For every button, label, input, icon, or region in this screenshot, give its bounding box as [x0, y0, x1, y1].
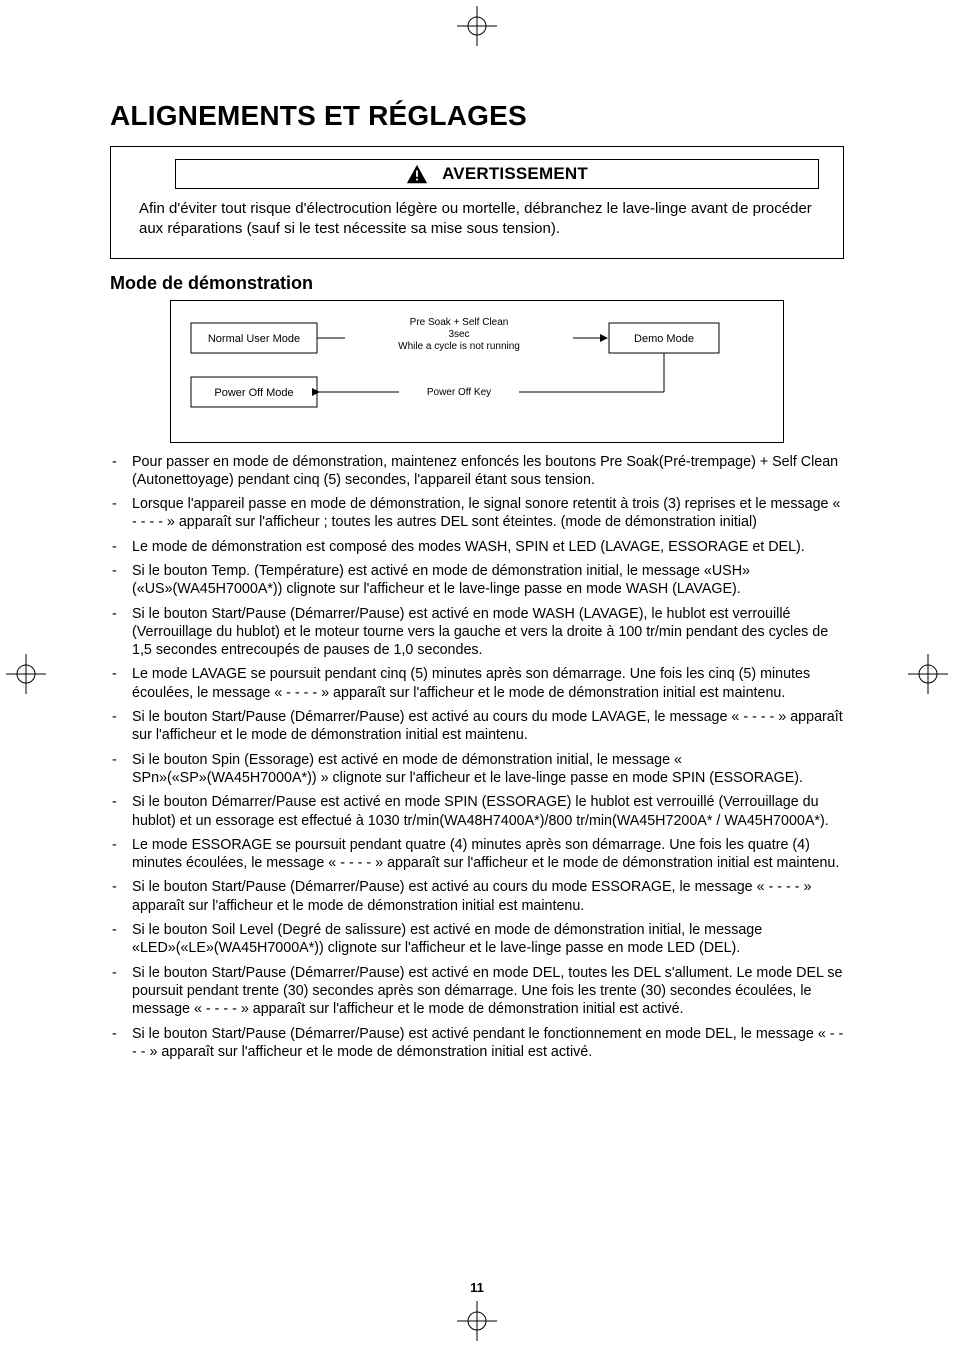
list-item: Le mode LAVAGE se poursuit pendant cinq … — [110, 665, 844, 702]
diagram-box-user-mode: Normal User Mode — [208, 333, 300, 345]
list-item: Si le bouton Soil Level (Degré de saliss… — [110, 921, 844, 958]
page: ALIGNEMENTS ET RÉGLAGES AVERTISSEMENT Af… — [0, 0, 954, 1347]
registration-mark-left — [6, 654, 46, 694]
list-item: Si le bouton Start/Pause (Démarrer/Pause… — [110, 878, 844, 915]
demo-mode-diagram: Normal User Mode Demo Mode Pre Soak + Se… — [170, 300, 784, 443]
diagram-arrow2-label: Power Off Key — [427, 387, 491, 398]
flow-diagram-svg: Normal User Mode Demo Mode Pre Soak + Se… — [189, 313, 729, 425]
list-item: Pour passer en mode de démonstration, ma… — [110, 453, 844, 490]
warning-triangle-icon — [406, 164, 428, 184]
diagram-box-demo-mode: Demo Mode — [634, 333, 694, 345]
demo-mode-bullet-list: Pour passer en mode de démonstration, ma… — [110, 453, 844, 1062]
list-item: Si le bouton Temp. (Température) est act… — [110, 562, 844, 599]
warning-text: Afin d'éviter tout risque d'électrocutio… — [139, 199, 815, 240]
diagram-arrow1-line2: 3sec — [448, 329, 469, 340]
list-item: Si le bouton Spin (Essorage) est activé … — [110, 751, 844, 788]
diagram-arrow1-line1: Pre Soak + Self Clean — [410, 317, 509, 328]
registration-mark-right — [908, 654, 948, 694]
list-item: Le mode ESSORAGE se poursuit pendant qua… — [110, 836, 844, 873]
section-heading-demo-mode: Mode de démonstration — [110, 273, 844, 294]
warning-panel: AVERTISSEMENT Afin d'éviter tout risque … — [110, 146, 844, 259]
list-item: Si le bouton Start/Pause (Démarrer/Pause… — [110, 708, 844, 745]
list-item: Si le bouton Start/Pause (Démarrer/Pause… — [110, 964, 844, 1019]
page-title: ALIGNEMENTS ET RÉGLAGES — [110, 100, 844, 132]
list-item: Si le bouton Démarrer/Pause est activé e… — [110, 793, 844, 830]
list-item: Le mode de démonstration est composé des… — [110, 538, 844, 556]
list-item: Lorsque l'appareil passe en mode de démo… — [110, 495, 844, 532]
page-number: 11 — [0, 1280, 954, 1295]
list-item: Si le bouton Start/Pause (Démarrer/Pause… — [110, 1025, 844, 1062]
warning-title: AVERTISSEMENT — [442, 164, 588, 184]
list-item: Si le bouton Start/Pause (Démarrer/Pause… — [110, 605, 844, 660]
diagram-arrow1-line3: While a cycle is not running — [398, 341, 520, 352]
warning-header: AVERTISSEMENT — [175, 159, 819, 189]
registration-mark-bottom — [457, 1301, 497, 1341]
registration-mark-top — [457, 6, 497, 46]
diagram-box-power-off: Power Off Mode — [214, 387, 293, 399]
